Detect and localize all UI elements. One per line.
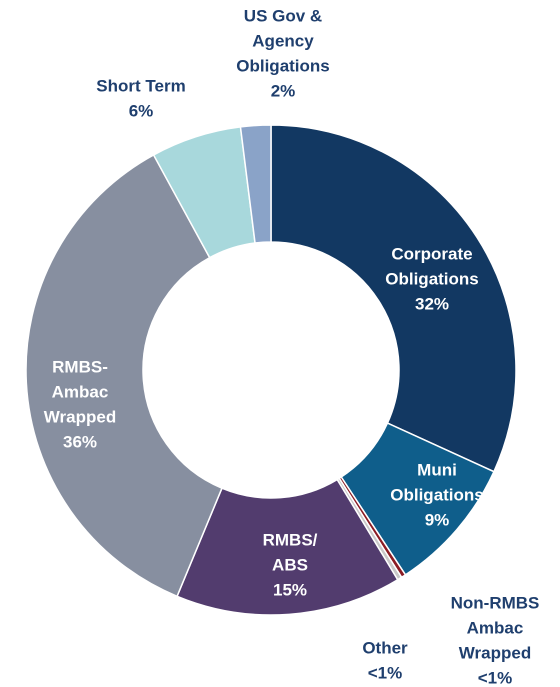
segment-label: Ambac: [467, 618, 524, 637]
donut-segment: [239, 124, 272, 244]
value-label: 32%: [415, 294, 449, 313]
value-label: 15%: [273, 580, 307, 599]
donut-segment: [270, 124, 517, 473]
segment-label: Obligations: [385, 269, 479, 288]
segment-label: Agency: [252, 31, 314, 50]
segment-label: Short Term: [96, 76, 185, 95]
segment-label: Wrapped: [44, 407, 116, 426]
segment-label: Non-RMBS: [451, 593, 540, 612]
segment-label: Muni: [417, 460, 457, 479]
donut-segment: [25, 153, 223, 598]
segment-label: Obligations: [390, 485, 484, 504]
segment-label: Other: [362, 638, 408, 657]
segment-label: Wrapped: [459, 643, 531, 662]
segment-label: Corporate: [391, 244, 472, 263]
segment-label: ABS: [272, 555, 308, 574]
donut-segment: [176, 478, 399, 616]
value-label: 6%: [129, 101, 154, 120]
value-label: <1%: [478, 668, 513, 687]
value-label: 2%: [271, 81, 296, 100]
segment-label: RMBS-: [52, 357, 108, 376]
segment-label: US Gov &: [244, 6, 322, 25]
value-label: <1%: [368, 663, 403, 682]
segment-label: RMBS/: [263, 530, 318, 549]
segment-label: Ambac: [52, 382, 109, 401]
value-label: 36%: [63, 432, 97, 451]
value-label: 9%: [425, 510, 450, 529]
segment-label: Obligations: [236, 56, 330, 75]
